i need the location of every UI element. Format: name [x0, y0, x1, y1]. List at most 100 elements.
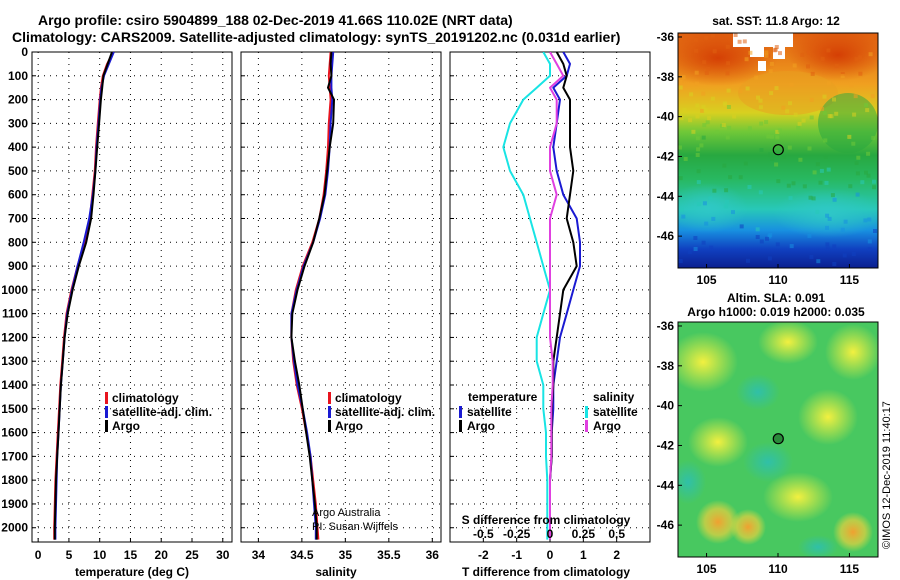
sst-pixel [818, 180, 823, 185]
sst-pixel [693, 247, 698, 251]
legend-label-climatology: climatology [335, 391, 402, 405]
map-x-tick-label: 105 [697, 562, 717, 576]
depth-tick-labels: 0 100 200 300 400 500 600 700 800 900 1000 1100 1200… [1, 45, 28, 535]
legend-swatch-s-satellite [585, 406, 588, 418]
legend-label-satellite: satellite-adj. clim. [335, 405, 435, 419]
sst-pixel [695, 136, 700, 141]
sst-pixel [678, 176, 683, 181]
salinity-xlabel: salinity [315, 565, 357, 579]
sst-pixel [866, 173, 871, 178]
sst-pixel [823, 154, 828, 159]
sst-pixel [767, 256, 772, 261]
x-tick-label: 10 [93, 548, 107, 562]
sst-pixel [679, 207, 684, 212]
sst-pixel [754, 75, 759, 80]
depth-tick-label: 1100 [2, 307, 28, 321]
sst-pixel [764, 53, 769, 58]
copyright-stamp: ©IMOS 12-Dec-2019 11:40:17 [881, 401, 893, 549]
sst-pixel [727, 125, 732, 130]
sst-pixel [816, 259, 821, 264]
sst-pixel [832, 197, 837, 202]
sst-pixel [842, 253, 847, 258]
sst-pixel [815, 162, 820, 167]
legend-label-s-argo: Argo [593, 419, 621, 433]
sst-pixel [683, 157, 688, 161]
sst-pixel [759, 121, 764, 126]
sst-pixel [731, 210, 735, 215]
sst-pixel [678, 145, 682, 150]
sst-pixel [789, 82, 794, 87]
sst-pixel [806, 64, 810, 69]
sst-pixel [851, 141, 856, 146]
sst-pixel [774, 162, 779, 167]
sst-pixel [775, 135, 780, 140]
depth-tick-label: 900 [8, 259, 28, 273]
sst-pixel [826, 167, 831, 172]
temperature-panel: 0100200300400500600700800900100011001200… [1, 45, 233, 579]
sst-pixel [759, 148, 764, 152]
salinity-axes [240, 51, 442, 543]
sst-pixel [791, 181, 796, 186]
difference-profiles [502, 52, 581, 540]
credit-line1: Argo Australia [312, 507, 381, 519]
sst-pixel [693, 236, 698, 240]
salinity-panel: 34 34.5 35 35.5 36 salinity climatology sate… [240, 51, 442, 579]
sst-pixel [702, 201, 707, 206]
x-tick-label: 30 [216, 548, 230, 562]
sst-pixel [793, 112, 798, 117]
sst-pixel [847, 134, 852, 139]
difference-tick-labels: -2 -1 0 1 2 [478, 538, 620, 562]
sst-pixel [826, 48, 831, 53]
legend-label-argo: Argo [112, 419, 140, 433]
sst-pixel [737, 39, 742, 44]
sst-pixel [865, 108, 870, 113]
sst-pixel [854, 161, 859, 165]
map-x-tick-label: 115 [840, 273, 860, 287]
sst-pixel [789, 244, 794, 249]
sst-pixel [777, 128, 782, 133]
sst-pixel [809, 255, 814, 259]
sst-pixel [695, 114, 700, 119]
sla-map: Altim. SLA: 0.091 Argo h1000: 0.019 h200… [657, 291, 879, 576]
sst-pixel [797, 121, 802, 126]
sst-pixel [769, 61, 774, 66]
sst-pixel [854, 57, 859, 62]
sst-pixel [765, 236, 769, 241]
sst-pixel [827, 216, 832, 221]
sst-pixel [812, 170, 817, 175]
sst-pixel [701, 135, 706, 140]
sst-pixel [678, 85, 683, 90]
legend-title-temperature: temperature [468, 390, 538, 404]
sst-pixel [827, 114, 832, 119]
sst-pixel [774, 45, 779, 49]
sst-pixel [830, 193, 835, 198]
x-tick-label: 25 [185, 548, 199, 562]
legend-swatch-climatology [328, 392, 331, 404]
series-line-argo [290, 52, 335, 540]
depth-tick-label: 1400 [1, 378, 28, 392]
t-difference-xlabel: T difference from climatology [462, 565, 630, 579]
sst-pixel [855, 171, 860, 176]
sst-pixel [782, 155, 787, 159]
figure-title-line1: Argo profile: csiro 5904899_188 02-Dec-2… [38, 12, 513, 28]
sst-pixel [867, 217, 872, 222]
credit-line2: PI: Susan Wijffels [312, 521, 398, 533]
sst-pixel [849, 83, 854, 88]
sst-pixel [758, 190, 763, 195]
legend-swatch-t-argo [459, 420, 462, 432]
sst-pixel [770, 156, 775, 161]
legend-label-climatology: climatology [112, 391, 179, 405]
sst-pixel [806, 50, 811, 55]
sst-pixel [710, 33, 715, 38]
sst-pixel [834, 111, 839, 116]
sst-pixel [860, 180, 865, 185]
map-y-tick-label: -38 [657, 359, 675, 373]
sst-pixel [687, 249, 692, 254]
x-tick-label: 20 [155, 548, 169, 562]
sst-pixel [726, 61, 731, 66]
sst-pixel [807, 233, 812, 238]
sst-pixel [781, 105, 786, 110]
sst-pixel [700, 108, 705, 113]
sst-pixel [699, 143, 704, 148]
sst-pixel [786, 183, 791, 188]
